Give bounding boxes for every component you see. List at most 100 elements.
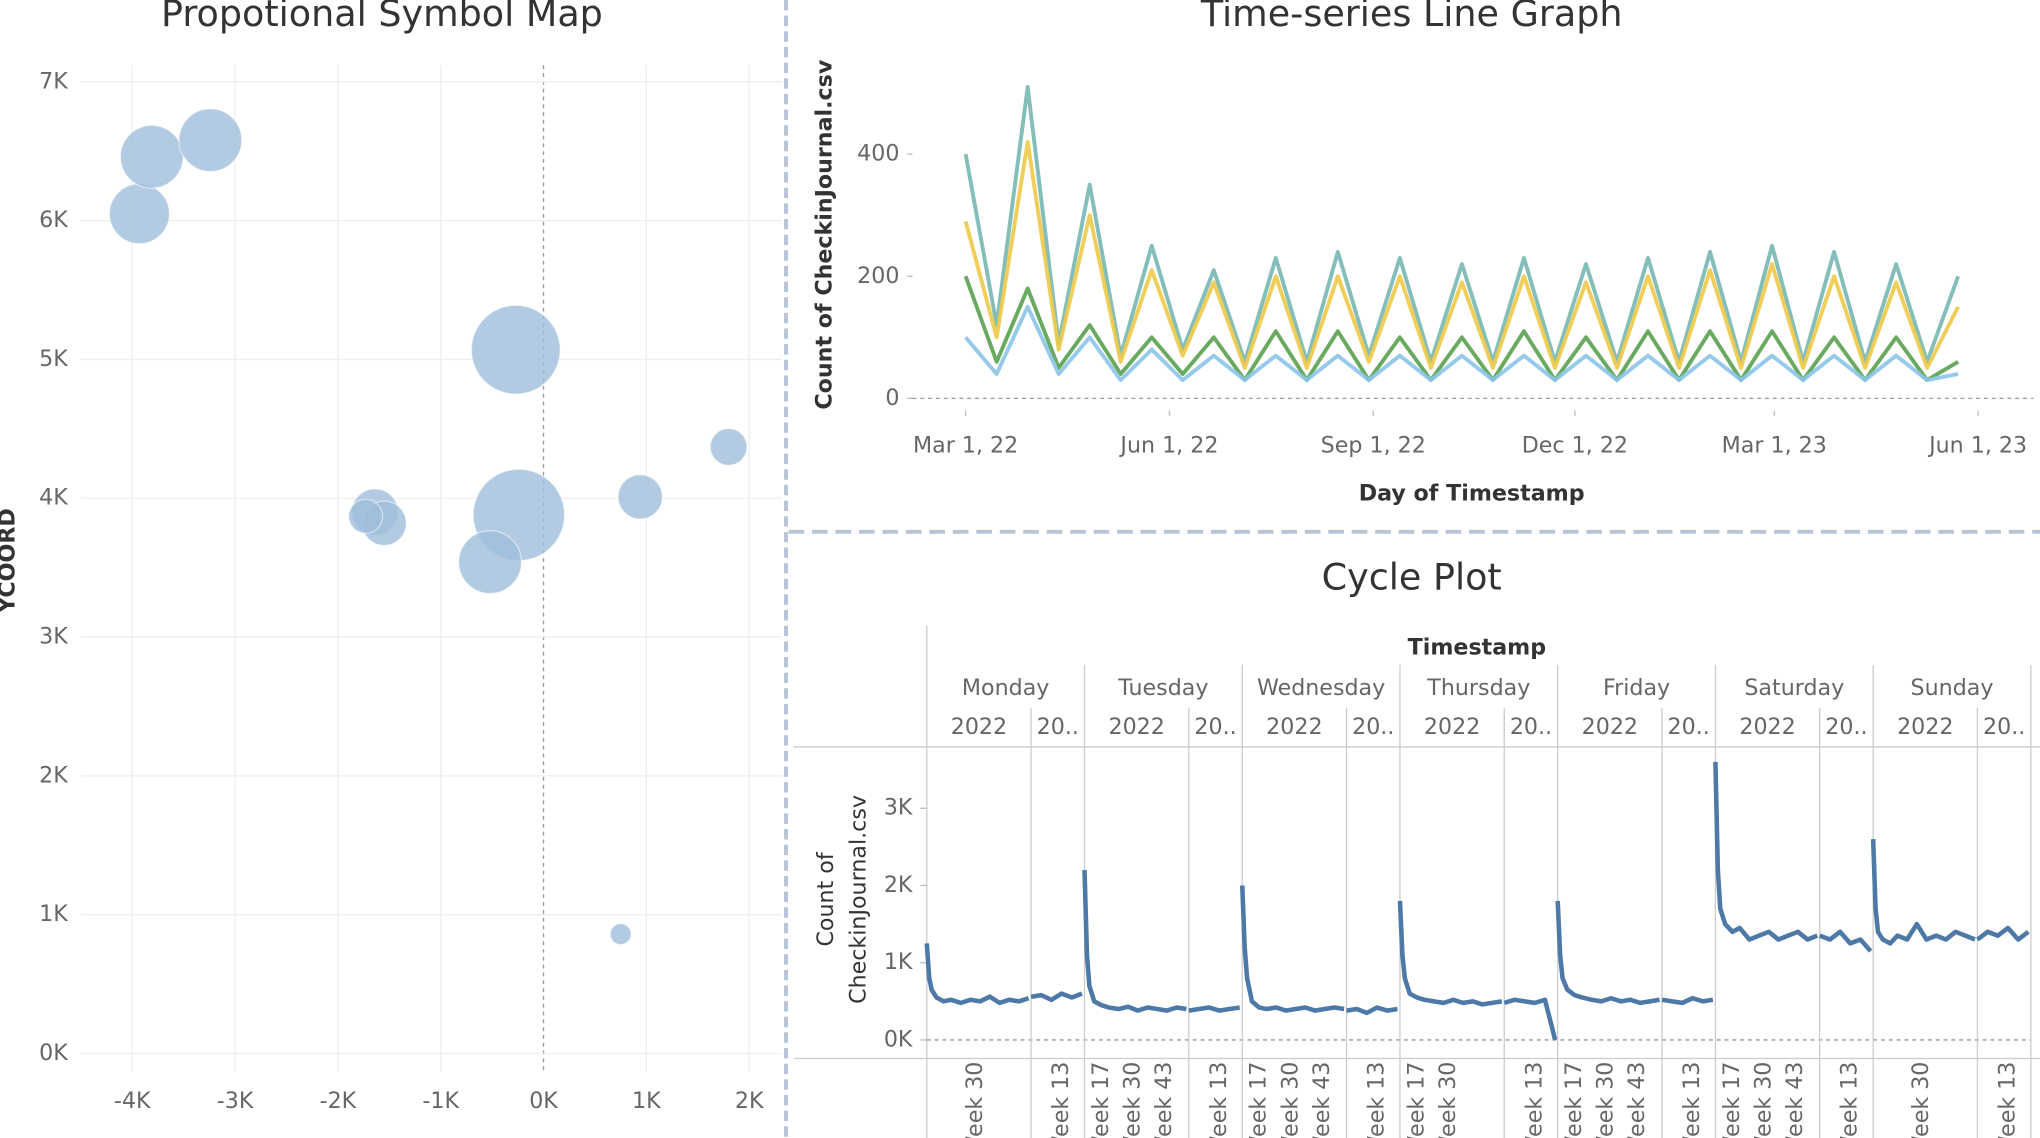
x-tick-label: 2K bbox=[735, 1088, 764, 1114]
x-tick-label: -3K bbox=[217, 1088, 254, 1114]
week-label: Week 30 bbox=[1908, 1062, 1934, 1138]
x-tick-label: Jun 1, 22 bbox=[1118, 432, 1218, 458]
week-label: Week 13 bbox=[1679, 1062, 1705, 1138]
bubble bbox=[178, 108, 243, 173]
header-label: Timestamp bbox=[1408, 634, 1546, 660]
y-tick-label: 4K bbox=[39, 485, 68, 511]
year-label: 2022 bbox=[1739, 714, 1795, 740]
y-tick-label: 6K bbox=[39, 207, 68, 233]
week-label: Week 13 bbox=[1048, 1062, 1074, 1138]
x-tick-label: Dec 1, 22 bbox=[1522, 432, 1628, 458]
series-line bbox=[964, 304, 1959, 383]
week-label: Week 43 bbox=[1782, 1062, 1808, 1138]
bubble bbox=[470, 304, 561, 395]
y-tick-label: 0 bbox=[885, 385, 899, 411]
week-label: Week 30 bbox=[1277, 1062, 1303, 1138]
bubble bbox=[348, 498, 384, 534]
cycle-line bbox=[1030, 991, 1083, 1003]
week-label: Week 13 bbox=[1206, 1062, 1232, 1138]
week-label: Week 17 bbox=[1246, 1062, 1272, 1138]
week-label: Week 13 bbox=[1364, 1062, 1390, 1138]
cycle-line bbox=[924, 943, 1030, 1006]
bubble bbox=[108, 183, 171, 245]
week-label: Week 17 bbox=[1561, 1062, 1587, 1138]
x-tick-label: Mar 1, 23 bbox=[1722, 432, 1827, 458]
week-label: Week 30 bbox=[1750, 1062, 1776, 1138]
x-tick-label: Sep 1, 22 bbox=[1321, 432, 1426, 458]
x-tick-label: -2K bbox=[320, 1088, 357, 1114]
week-label: Week 30 bbox=[1120, 1062, 1146, 1138]
cycle-line bbox=[1713, 761, 1819, 942]
week-label: Week 43 bbox=[1309, 1062, 1335, 1138]
week-label: Week 17 bbox=[1719, 1062, 1745, 1138]
bubble bbox=[609, 922, 632, 946]
series-line bbox=[963, 139, 1960, 370]
week-label: Week 43 bbox=[1624, 1062, 1650, 1138]
day-label: Wednesday bbox=[1257, 675, 1385, 701]
series-line bbox=[963, 275, 1960, 383]
y-tick-label: 200 bbox=[857, 263, 899, 289]
day-label: Thursday bbox=[1426, 675, 1530, 701]
bubble bbox=[458, 530, 523, 595]
week-label: Week 17 bbox=[1088, 1062, 1114, 1138]
x-tick-label: -1K bbox=[422, 1088, 459, 1114]
year-label: 2022 bbox=[1897, 714, 1953, 740]
year-label: 20.. bbox=[1825, 714, 1867, 740]
week-label: Week 13 bbox=[1994, 1062, 2020, 1138]
year-label: 20.. bbox=[1983, 714, 2025, 740]
x-tick-label: 0K bbox=[529, 1088, 558, 1114]
bubble bbox=[709, 427, 748, 466]
week-label: Week 13 bbox=[1837, 1062, 1863, 1138]
y-axis-label: Count of CheckinJournal.csv bbox=[812, 59, 838, 409]
x-axis-label: Day of Timestamp bbox=[1359, 481, 1585, 507]
chart-title: Time-series Line Graph bbox=[1200, 0, 1623, 35]
bubble bbox=[617, 474, 664, 520]
cycle-line bbox=[1346, 1005, 1398, 1016]
cycle-line bbox=[1976, 925, 2030, 942]
year-label: 20.. bbox=[1194, 714, 1236, 740]
week-label: Week 30 bbox=[962, 1062, 988, 1138]
day-label: Sunday bbox=[1911, 675, 1994, 701]
week-label: Week 17 bbox=[1403, 1062, 1429, 1138]
chart-title: Propotional Symbol Map bbox=[161, 0, 603, 35]
bubble bbox=[119, 124, 184, 189]
chart-title: Cycle Plot bbox=[1322, 555, 1502, 598]
day-label: Friday bbox=[1603, 675, 1670, 701]
cycle-line bbox=[1818, 929, 1873, 953]
cycle-line bbox=[1188, 1005, 1241, 1013]
cycle-line bbox=[1082, 869, 1187, 1013]
week-label: Week 43 bbox=[1151, 1062, 1177, 1138]
year-label: 2022 bbox=[1108, 714, 1164, 740]
week-label: Week 30 bbox=[1593, 1062, 1619, 1138]
week-label: Week 13 bbox=[1521, 1062, 1547, 1138]
series-line bbox=[963, 85, 1960, 364]
y-tick-label: 5K bbox=[39, 346, 68, 372]
y-tick-label: 2K bbox=[39, 762, 68, 788]
cycle-line bbox=[1661, 995, 1714, 1006]
x-tick-label: Mar 1, 22 bbox=[913, 432, 1018, 458]
day-label: Monday bbox=[962, 675, 1049, 701]
y-tick-label: 0K bbox=[884, 1026, 913, 1052]
y-tick-label: 1K bbox=[884, 949, 913, 975]
x-tick-label: Jun 1, 23 bbox=[1927, 432, 2027, 458]
year-label: 2022 bbox=[1424, 714, 1480, 740]
year-label: 2022 bbox=[1266, 714, 1322, 740]
year-label: 20.. bbox=[1668, 714, 1710, 740]
y-tick-label: 0K bbox=[39, 1040, 68, 1066]
y-tick-label: 1K bbox=[39, 901, 68, 927]
y-axis-label: Count of bbox=[813, 851, 839, 946]
year-label: 20.. bbox=[1510, 714, 1552, 740]
year-label: 20.. bbox=[1037, 714, 1079, 740]
y-tick-label: 3K bbox=[39, 624, 68, 650]
day-label: Saturday bbox=[1744, 675, 1844, 701]
x-tick-label: -4K bbox=[114, 1088, 151, 1114]
year-label: 2022 bbox=[951, 714, 1007, 740]
cycle-line bbox=[1503, 997, 1558, 1041]
year-label: 20.. bbox=[1352, 714, 1394, 740]
cycle-line bbox=[1397, 900, 1503, 1007]
y-axis-label: YCOORD bbox=[0, 508, 20, 614]
year-label: 2022 bbox=[1582, 714, 1638, 740]
x-tick-label: 1K bbox=[632, 1088, 661, 1114]
week-label: Week 30 bbox=[1435, 1062, 1461, 1138]
